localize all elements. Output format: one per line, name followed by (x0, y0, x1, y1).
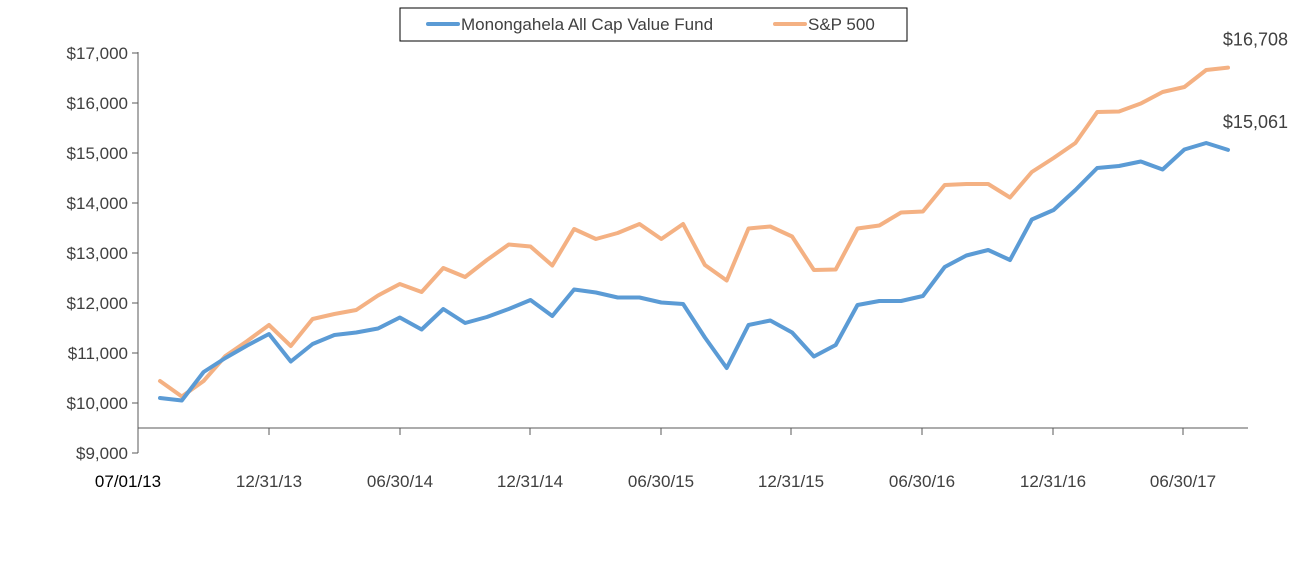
y-tick-label: $14,000 (67, 194, 128, 213)
x-tick-label: 06/30/16 (889, 472, 955, 491)
legend-label-fund: Monongahela All Cap Value Fund (461, 15, 713, 34)
end-label-sp500: $16,708 (1223, 30, 1288, 50)
x-tick-label: 12/31/13 (236, 472, 302, 491)
y-tick-label: $11,000 (68, 344, 128, 363)
legend-label-sp500: S&P 500 (808, 15, 875, 34)
end-label-fund: $15,061 (1223, 112, 1288, 132)
x-tick-label: 12/31/14 (497, 472, 563, 491)
series-line-sp500 (158, 65, 1230, 399)
x-tick-label: 06/30/17 (1150, 472, 1216, 491)
y-tick-label: $12,000 (67, 294, 128, 313)
x-axis: 07/01/13 12/31/13 06/30/14 12/31/14 06/30/15… (95, 428, 1216, 491)
x-tick-label: 12/31/15 (758, 472, 824, 491)
x-tick-label: 06/30/14 (367, 472, 433, 491)
legend: Monongahela All Cap Value Fund S&P 500 (426, 15, 875, 34)
y-axis: $9,000 $10,000 $11,000 $12,000 $13,000 $14,00… (67, 44, 138, 463)
y-tick-label: $10,000 (67, 394, 128, 413)
y-tick-label: $16,000 (67, 94, 128, 113)
y-tick-label: $15,000 (67, 144, 128, 163)
y-tick-label: $17,000 (67, 44, 128, 63)
x-tick-label: 12/31/16 (1020, 472, 1086, 491)
legend-box (399, 7, 908, 42)
x-tick-label: 07/01/13 (95, 472, 161, 491)
series-line-fund (158, 141, 1230, 403)
y-tick-label: $13,000 (67, 244, 128, 263)
y-tick-label: $9,000 (76, 444, 128, 463)
x-tick-label: 06/30/15 (628, 472, 694, 491)
end-labels: $15,061 $16,708 (1223, 30, 1288, 132)
plot-area (158, 65, 1230, 403)
